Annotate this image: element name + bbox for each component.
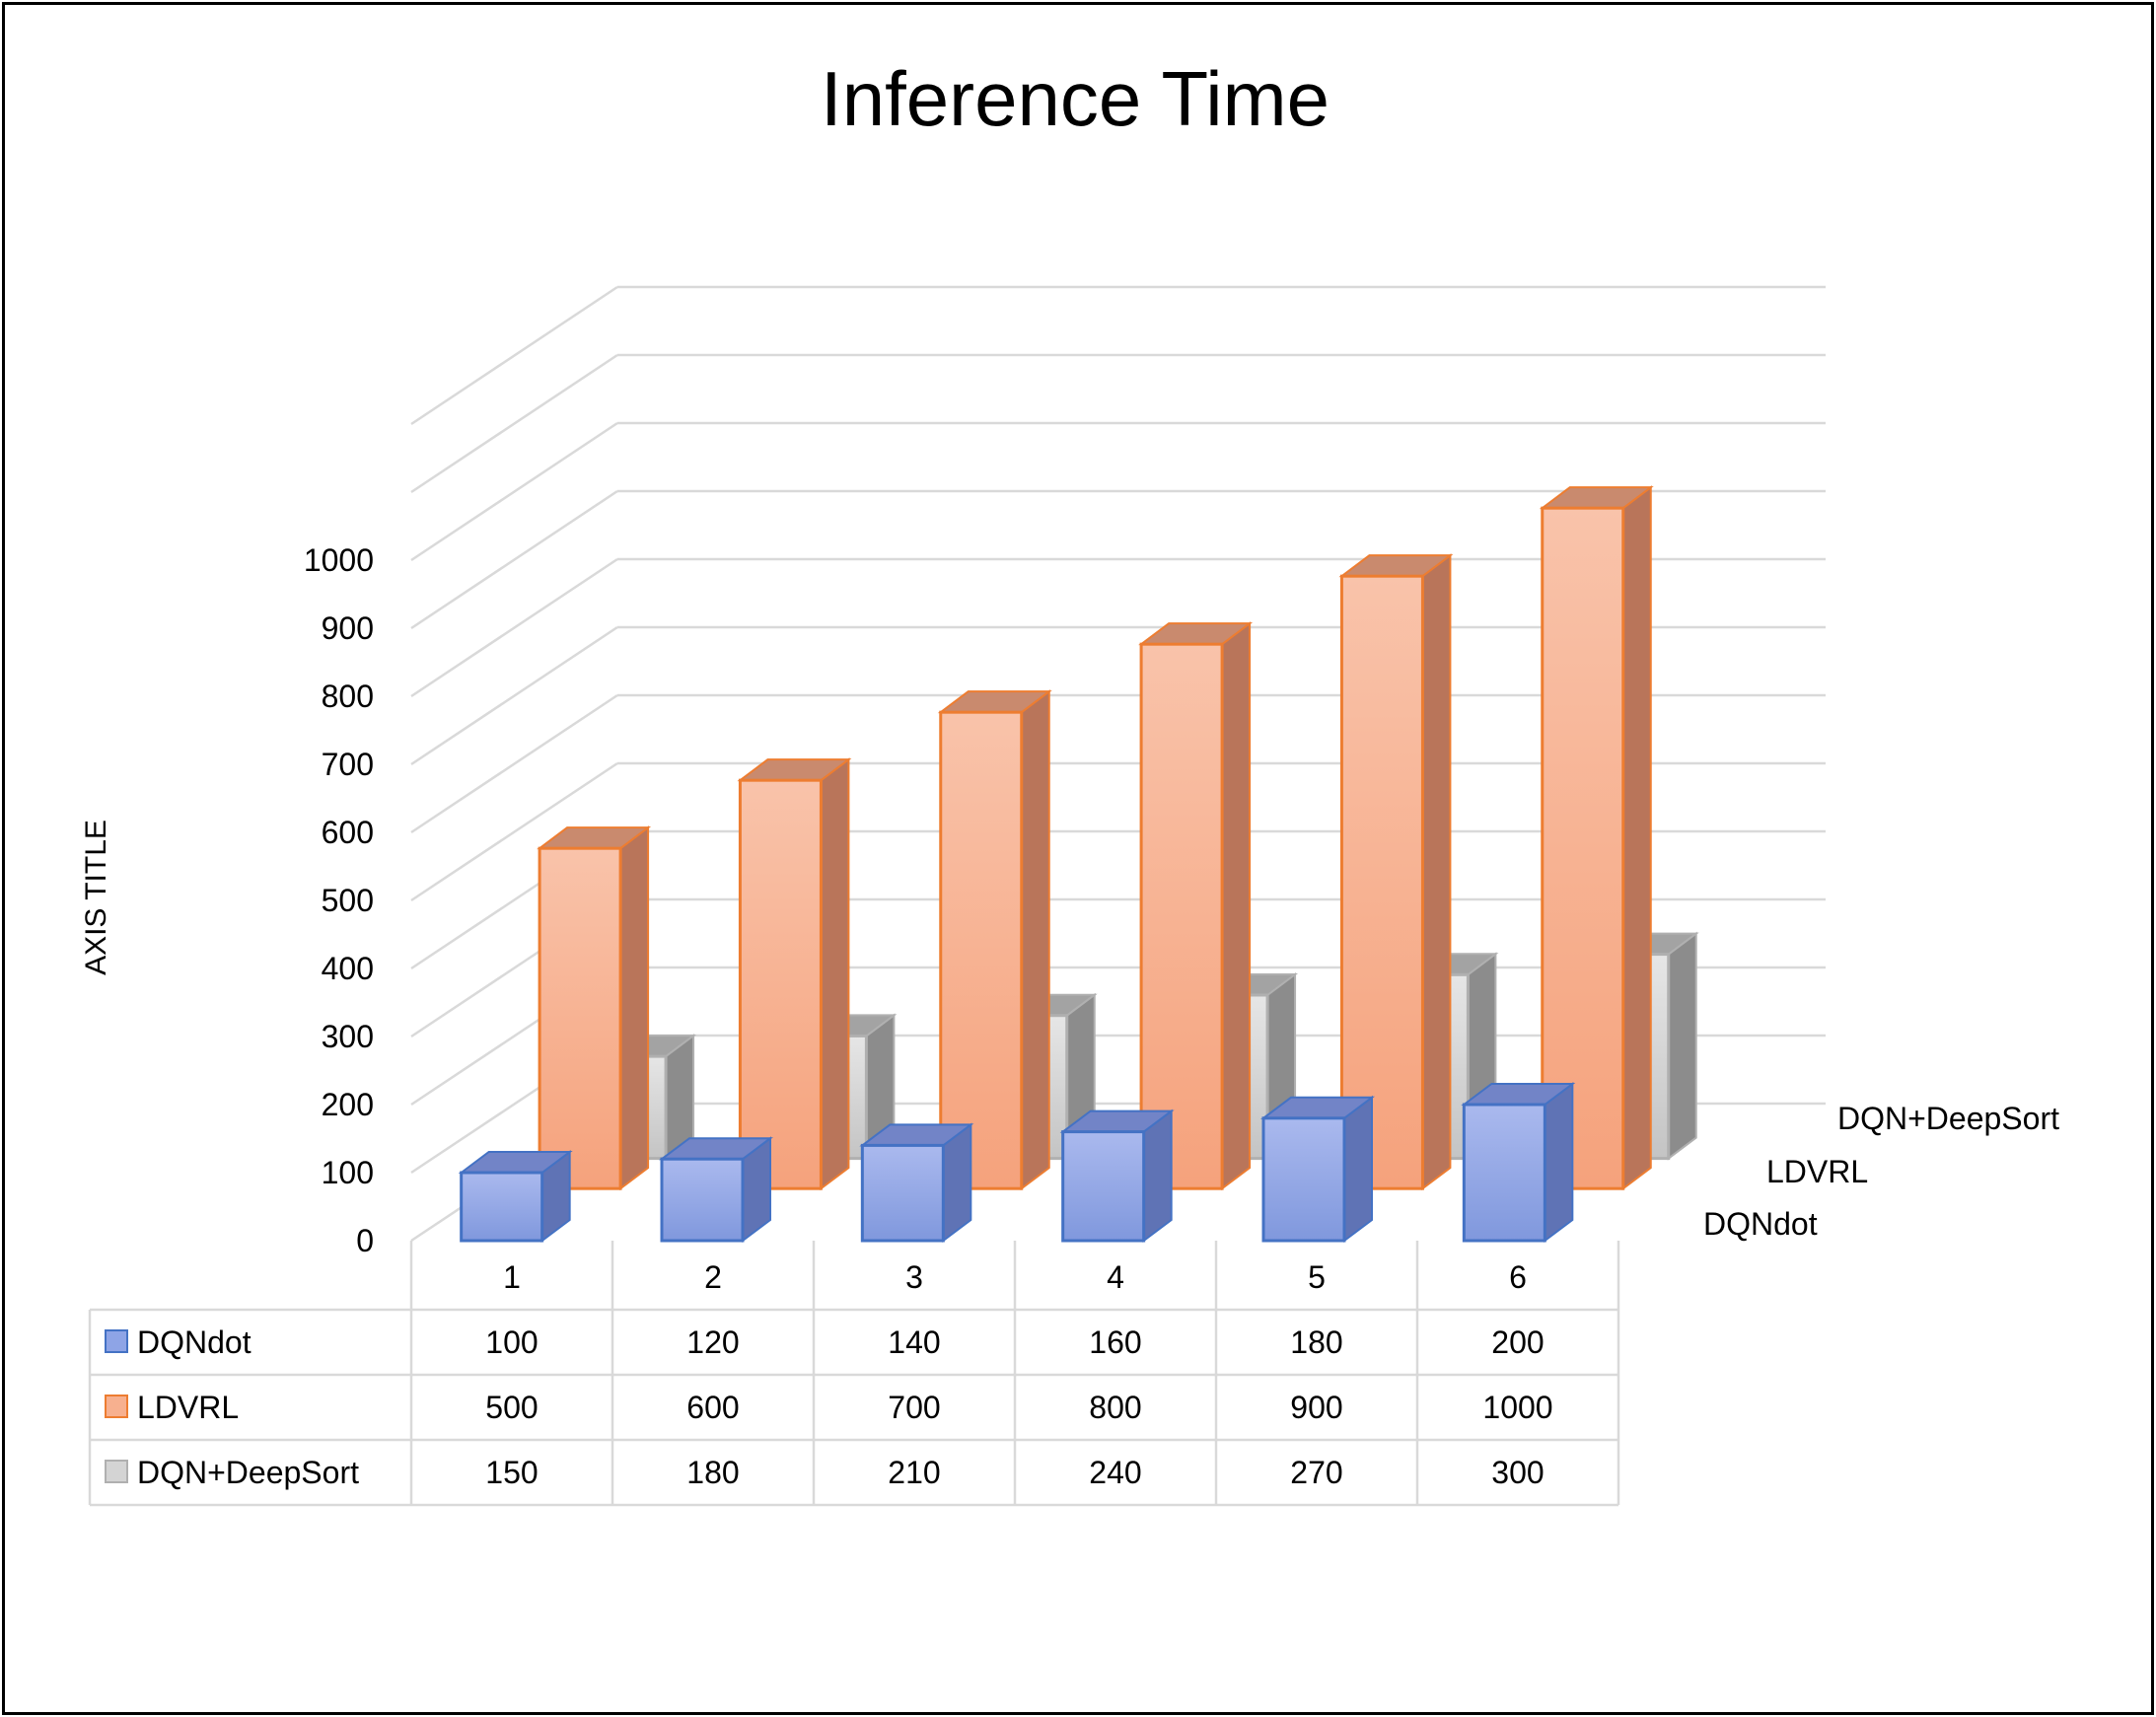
data-label: 500 [485,1390,538,1425]
y-tick-label: 100 [322,1155,374,1190]
data-label: 200 [1491,1324,1544,1360]
y-tick-label: 600 [322,815,374,850]
y-tick-label: 300 [322,1019,374,1054]
data-label: 1000 [1482,1390,1552,1425]
bar [1338,553,1454,1191]
x-tick-label: 1 [503,1259,521,1295]
bar [937,689,1052,1191]
bar [1059,1109,1175,1243]
gridline-depth [410,421,618,562]
bar [737,757,852,1191]
x-tick-label: 6 [1509,1259,1527,1295]
data-label: 140 [888,1324,940,1360]
gridline-depth [410,285,618,426]
y-tick-label: 700 [322,747,374,782]
bar [1260,1095,1375,1243]
bar [1138,621,1254,1191]
bar [458,1150,573,1243]
y-axis-ticks: 0 100 200 300 400 500 600 700 800 900 1000 [304,542,374,1258]
legend-label: DQN+DeepSort [137,1455,359,1490]
bar [537,825,652,1191]
data-label: 700 [888,1390,940,1425]
chart-title: Inference Time [821,55,1330,142]
y-tick-label: 0 [356,1223,374,1258]
legend-swatch [105,1460,128,1483]
bar [1461,1082,1576,1243]
y-tick-label: 1000 [304,542,374,578]
data-label: 270 [1290,1455,1342,1490]
bar [859,1122,974,1243]
x-tick-label: 3 [905,1259,923,1295]
y-axis-title: AXIS TITLE [80,820,112,975]
data-label: 800 [1089,1390,1141,1425]
gridline-depth [410,489,618,630]
legend-swatch [105,1395,128,1418]
gridline-depth [410,353,618,494]
y-tick-label: 900 [322,610,374,646]
data-label: 210 [888,1455,940,1490]
bar [659,1136,773,1243]
depth-axis-label: LDVRL [1766,1154,1868,1189]
depth-axis-label: DQNdot [1703,1206,1818,1242]
x-tick-label: 4 [1107,1259,1124,1295]
bars [458,485,1699,1243]
gridline-depth [410,693,618,834]
data-label: 240 [1089,1455,1141,1490]
y-tick-label: 400 [322,951,374,986]
y-tick-label: 200 [322,1087,374,1122]
data-label: 150 [485,1455,538,1490]
x-tick-label: 5 [1308,1259,1326,1295]
x-tick-label: 2 [704,1259,722,1295]
data-label: 180 [1290,1324,1342,1360]
data-label: 180 [686,1455,739,1490]
data-table: 1 2 3 4 5 6 DQNdot 100 120 140 160 180 200 LDVRL 500 60… [88,1241,1620,1507]
legend-swatch [105,1329,128,1353]
chart-canvas: Inference Time AXIS TITLE 0 100 200 300 400 5… [80,55,2059,1507]
data-label: 120 [686,1324,739,1360]
gridline-depth [410,761,618,902]
y-tick-label: 800 [322,679,374,714]
y-tick-label: 500 [322,883,374,918]
gridline-depth [410,625,618,766]
legend-label: DQNdot [137,1324,252,1360]
data-label: 100 [485,1324,538,1360]
data-label: 600 [686,1390,739,1425]
legend-label: LDVRL [137,1390,239,1425]
data-label: 900 [1290,1390,1342,1425]
data-label: 160 [1089,1324,1141,1360]
bar [1539,485,1654,1191]
gridline-depth [410,557,618,698]
depth-axis-labels: DQNdot LDVRL DQN+DeepSort [1703,1101,2059,1242]
depth-axis-label: DQN+DeepSort [1837,1101,2059,1136]
data-label: 300 [1491,1455,1544,1490]
